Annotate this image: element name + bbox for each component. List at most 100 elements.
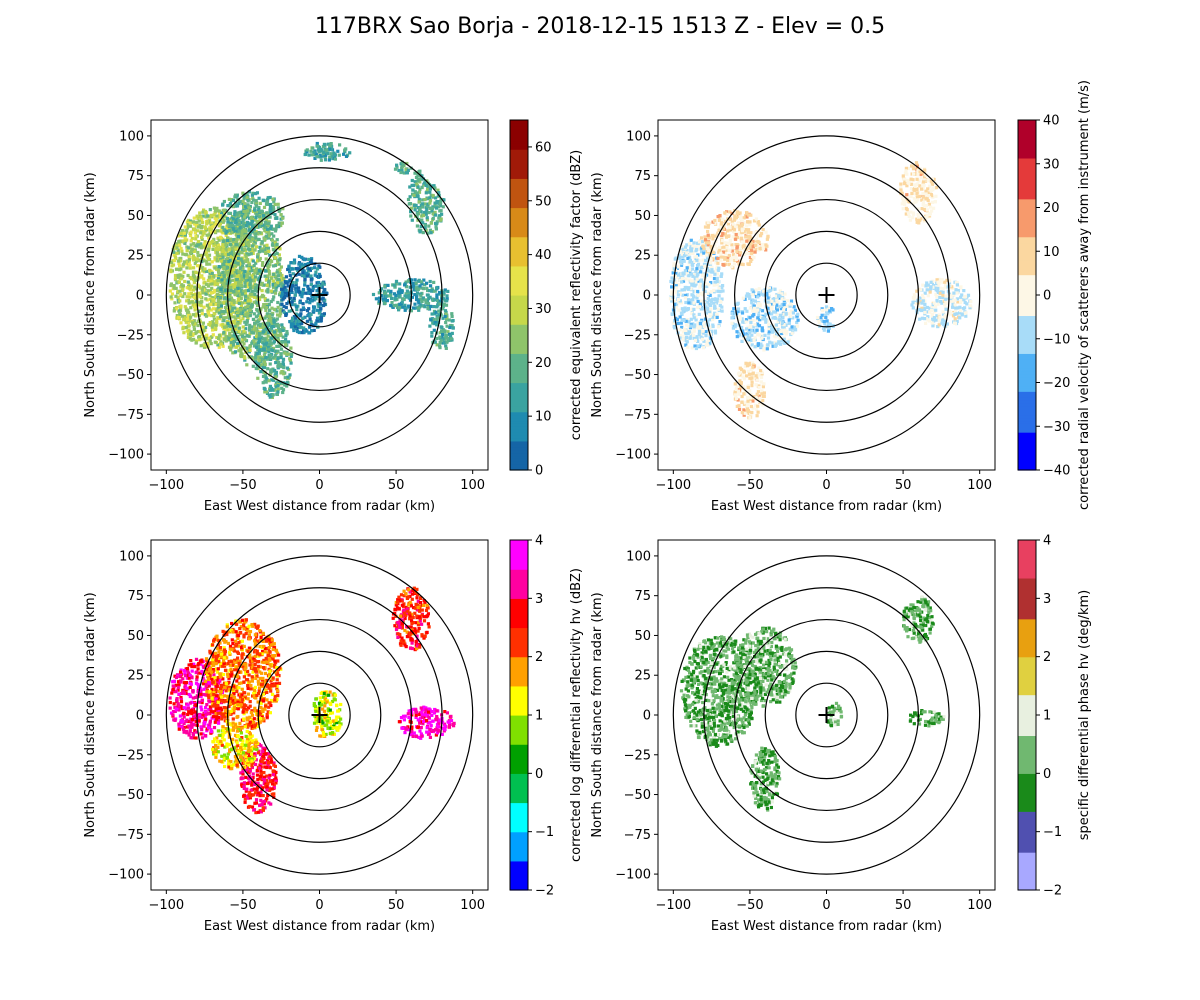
colorbar-segment bbox=[1018, 855, 1036, 859]
colorbar-segment bbox=[1018, 665, 1036, 669]
colorbar-segment bbox=[510, 157, 528, 162]
colorbar-segment bbox=[510, 277, 528, 282]
echo-cell-3 bbox=[211, 721, 260, 771]
colorbar-segment bbox=[510, 875, 528, 879]
colorbar-tick-label: 20 bbox=[1043, 201, 1060, 216]
y-tick-label: 100 bbox=[626, 129, 651, 144]
colorbar-segment bbox=[1018, 790, 1036, 795]
colorbar-segment bbox=[510, 697, 528, 702]
colorbar-segment bbox=[1018, 365, 1036, 369]
colorbar-segment bbox=[510, 752, 528, 757]
colorbar-segment bbox=[1018, 589, 1036, 594]
colorbar-segment bbox=[1018, 612, 1036, 617]
y-tick-label: −100 bbox=[108, 448, 144, 463]
colorbar-segment bbox=[1018, 327, 1036, 331]
colorbar-segment bbox=[1018, 280, 1036, 284]
colorbar-segment bbox=[1018, 732, 1036, 737]
colorbar-segment bbox=[1018, 315, 1036, 319]
colorbar-segment bbox=[1018, 802, 1036, 807]
colorbar-segment bbox=[510, 878, 528, 882]
colorbar-segment bbox=[1018, 236, 1036, 241]
colorbar-segment bbox=[1018, 645, 1036, 649]
colorbar-segment bbox=[510, 344, 528, 349]
x-axis-label: East West distance from radar (km) bbox=[204, 499, 435, 514]
colorbar-segment bbox=[510, 621, 528, 626]
colorbar-segment bbox=[1018, 341, 1036, 346]
colorbar-segment bbox=[1018, 192, 1036, 197]
colorbar-segment bbox=[1018, 779, 1036, 783]
colorbar-segment bbox=[1018, 408, 1036, 413]
colorbar-segment bbox=[1018, 397, 1036, 401]
colorbar-segment bbox=[510, 633, 528, 637]
colorbar-segment bbox=[1018, 583, 1036, 588]
colorbar-segment bbox=[1018, 750, 1036, 754]
colorbar-segment bbox=[1018, 694, 1036, 699]
colorbar-segment bbox=[1018, 872, 1036, 877]
colorbar-segment bbox=[1018, 394, 1036, 398]
echo-cell-7 bbox=[428, 302, 455, 350]
colorbar-segment bbox=[510, 615, 528, 620]
colorbar-segment bbox=[1018, 770, 1036, 774]
colorbar-segment bbox=[510, 723, 528, 728]
colorbar-segment bbox=[1018, 295, 1036, 299]
colorbar-segment bbox=[1018, 359, 1036, 363]
colorbar-segment bbox=[1018, 817, 1036, 821]
colorbar-segment bbox=[510, 432, 528, 436]
colorbar-segment bbox=[510, 849, 528, 853]
colorbar-segment bbox=[1018, 251, 1036, 255]
colorbar-segment bbox=[1018, 239, 1036, 244]
colorbar-segment bbox=[1018, 309, 1036, 314]
colorbar-tick-label: 3 bbox=[1043, 592, 1051, 607]
colorbar-segment bbox=[1018, 639, 1036, 643]
colorbar-segment bbox=[510, 703, 528, 707]
y-tick-label: −75 bbox=[117, 828, 144, 843]
colorbar-segment bbox=[1018, 467, 1036, 471]
colorbar-segment bbox=[510, 260, 528, 264]
colorbar-segment bbox=[1018, 210, 1036, 214]
colorbar-segment bbox=[1018, 292, 1036, 296]
colorbar-segment bbox=[1018, 560, 1036, 564]
colorbar-segment bbox=[510, 265, 528, 270]
colorbar-segment bbox=[510, 155, 528, 159]
range-ring bbox=[226, 198, 413, 392]
echo-cell-6 bbox=[815, 305, 835, 333]
colorbar-segment bbox=[1018, 787, 1036, 792]
colorbar-segment bbox=[510, 274, 528, 279]
colorbar-segment bbox=[1018, 306, 1036, 311]
colorbar-segment bbox=[1018, 152, 1036, 156]
colorbar-segment bbox=[1018, 242, 1036, 247]
y-tick-label: 50 bbox=[634, 209, 651, 224]
colorbar-segment bbox=[1018, 458, 1036, 462]
colorbar-segment bbox=[510, 184, 528, 188]
x-axis-label: East West distance from radar (km) bbox=[711, 499, 942, 514]
colorbar-segment bbox=[510, 172, 528, 177]
colorbar-segment bbox=[1018, 402, 1036, 407]
colorbar-segment bbox=[510, 134, 528, 139]
colorbar-segment bbox=[1018, 452, 1036, 457]
colorbar-segment bbox=[1018, 542, 1036, 547]
colorbar-segment bbox=[510, 122, 528, 127]
y-tick-label: −100 bbox=[615, 868, 651, 883]
colorbar-segment bbox=[510, 347, 528, 352]
colorbar-segment bbox=[510, 365, 528, 369]
colorbar-tick-label: −1 bbox=[535, 825, 554, 840]
colorbar-segment bbox=[510, 825, 528, 830]
colorbar-segment bbox=[1018, 155, 1036, 159]
range-ring bbox=[733, 618, 920, 812]
colorbar-segment bbox=[1018, 726, 1036, 731]
echo-cell-2 bbox=[749, 746, 782, 812]
colorbar-segment bbox=[510, 545, 528, 550]
y-tick-label: −50 bbox=[117, 368, 144, 383]
echo-layer bbox=[679, 595, 946, 812]
colorbar-segment bbox=[1018, 184, 1036, 188]
range-ring bbox=[257, 650, 382, 780]
range-ring bbox=[703, 167, 950, 423]
colorbar-segment bbox=[1018, 446, 1036, 451]
colorbar-segment bbox=[1018, 747, 1036, 751]
x-tick-label: −100 bbox=[655, 898, 691, 913]
y-tick-label: −25 bbox=[624, 328, 651, 343]
colorbar-segment bbox=[1018, 423, 1036, 427]
colorbar-segment bbox=[1018, 461, 1036, 465]
colorbar-segment bbox=[510, 120, 528, 124]
colorbar-segment bbox=[1018, 227, 1036, 232]
